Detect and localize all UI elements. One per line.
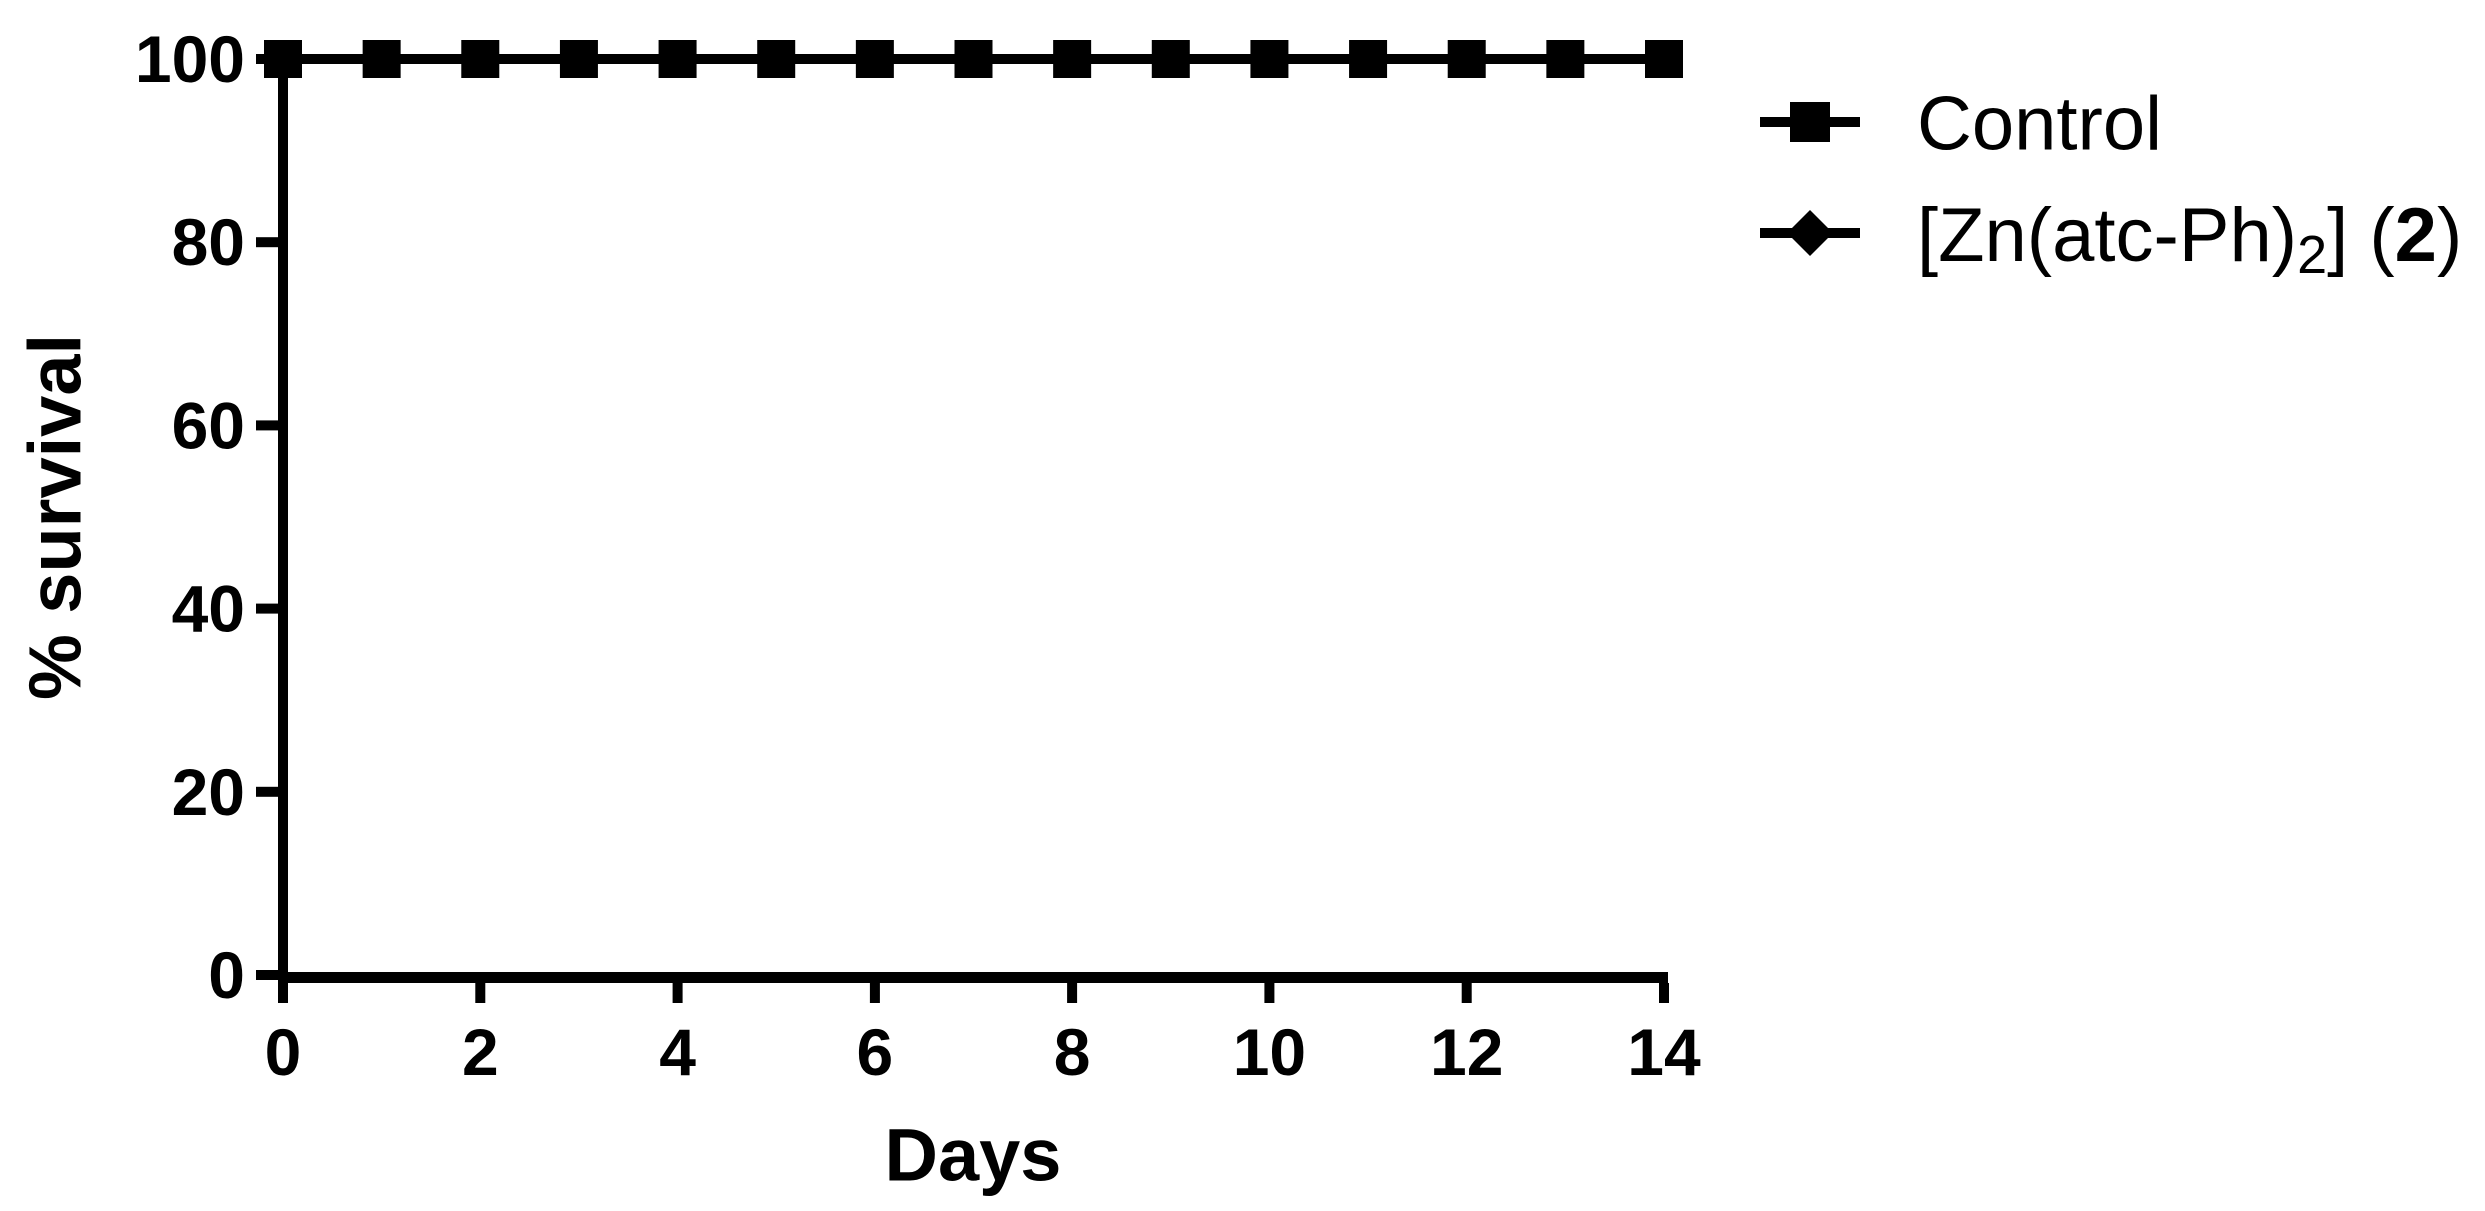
y-tick-20 [256,786,278,797]
x-tick-4 [672,983,683,1003]
legend-item-zn-atc-ph: [Zn(atc-Ph)2] (2) [1760,193,2462,286]
y-tick-label: 20 [172,755,245,829]
square-marker-icon [362,40,401,78]
x-tick-10 [1264,983,1275,1003]
square-marker-icon [1447,40,1486,78]
y-tick-label: 60 [172,388,245,462]
legend-item-control: Control [1760,82,2162,167]
square-marker-icon [1250,40,1289,78]
y-axis-tick-labels: 100 80 60 40 20 0 [135,22,245,1012]
legend-label-zn-atc-ph: [Zn(atc-Ph)2] (2) [1917,193,2462,286]
x-tick-label: 4 [659,1015,696,1089]
y-tick-60 [256,420,278,431]
x-axis-tick-labels: 0 2 4 6 8 10 12 14 [265,1015,1701,1089]
square-marker-icon [1546,40,1585,78]
x-tick-label: 8 [1054,1015,1091,1089]
x-tick-2 [475,983,486,1003]
square-marker-icon [1349,40,1388,78]
square-marker-icon [559,40,598,78]
x-tick-label: 2 [462,1015,499,1089]
y-tick-40 [256,603,278,614]
square-marker-icon [855,40,894,78]
square-marker-icon [1790,102,1830,142]
y-axis-ticks [256,54,278,980]
x-tick-6 [869,983,880,1003]
square-marker-icon [1645,40,1683,78]
y-axis-title: % survival [14,334,97,700]
y-tick-label: 40 [172,572,245,646]
x-tick-label: 14 [1627,1015,1701,1089]
x-tick-0 [278,983,288,1003]
square-marker-icon [954,40,993,78]
diamond-marker-icon [1787,210,1833,256]
legend: Control [Zn(atc-Ph)2] (2) [1760,82,2462,286]
x-tick-label: 6 [857,1015,894,1089]
y-tick-label: 100 [135,22,245,96]
legend-label-control: Control [1917,82,2162,167]
y-tick-label: 0 [208,938,245,1012]
series-layer [264,40,1683,78]
y-tick-label: 80 [172,205,245,279]
square-marker-icon [1151,40,1190,78]
x-tick-label: 12 [1430,1015,1503,1089]
y-tick-100 [256,54,278,64]
y-tick-0 [256,970,278,980]
y-tick-80 [256,237,278,248]
x-axis-line [278,972,1668,983]
x-tick-label: 0 [265,1015,302,1089]
square-marker-icon [658,40,697,78]
x-axis-ticks [278,983,1669,1003]
square-marker-icon [1053,40,1092,78]
x-axis-title: Days [885,1114,1062,1197]
x-tick-label: 10 [1233,1015,1306,1089]
square-marker-icon [461,40,500,78]
x-tick-8 [1067,983,1078,1003]
square-marker-icon [757,40,796,78]
x-tick-14 [1659,983,1669,1003]
y-axis-line [278,54,288,983]
x-tick-12 [1461,983,1472,1003]
